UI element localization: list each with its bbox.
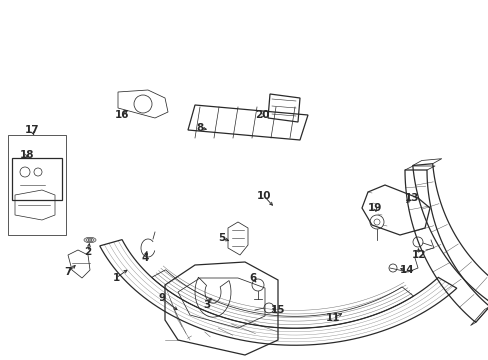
- Text: 6: 6: [249, 273, 256, 283]
- Text: 3: 3: [203, 300, 210, 310]
- Text: 19: 19: [367, 203, 382, 213]
- Text: 17: 17: [24, 125, 39, 135]
- Text: 20: 20: [254, 110, 269, 120]
- Bar: [12, 158, 62, 200]
- Text: 1: 1: [112, 273, 120, 283]
- Text: 10: 10: [256, 191, 271, 201]
- Text: 14: 14: [399, 265, 413, 275]
- Text: 16: 16: [115, 110, 129, 120]
- Text: 11: 11: [325, 313, 340, 323]
- Text: 18: 18: [20, 150, 34, 160]
- Text: 5: 5: [218, 233, 225, 243]
- Text: 7: 7: [64, 267, 72, 277]
- Text: 12: 12: [411, 250, 426, 260]
- Text: 15: 15: [270, 305, 285, 315]
- Text: 9: 9: [158, 293, 165, 303]
- Text: 13: 13: [404, 193, 418, 203]
- Text: 2: 2: [84, 247, 91, 257]
- Text: 8: 8: [196, 123, 203, 133]
- Text: 4: 4: [141, 253, 148, 263]
- Bar: [8, 135, 66, 235]
